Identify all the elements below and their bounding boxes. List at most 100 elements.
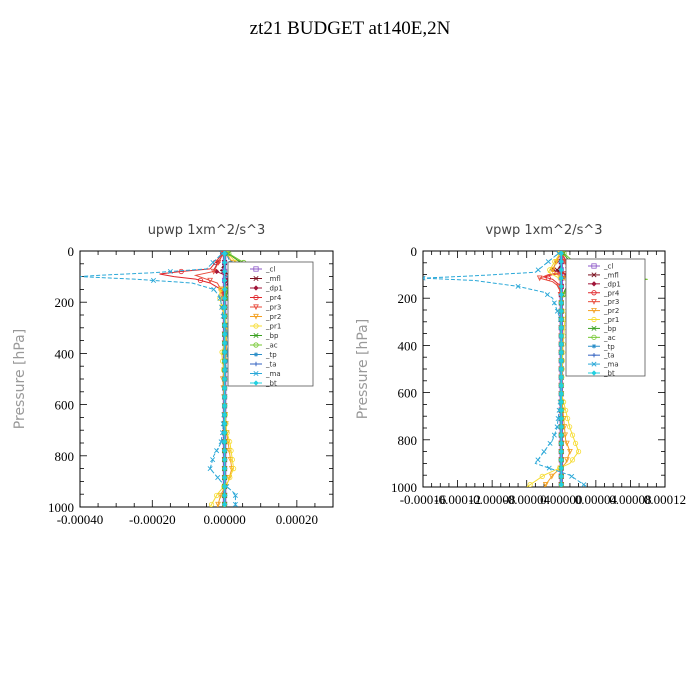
series-marker-pr1: [569, 432, 576, 438]
series-marker-bt: [221, 457, 228, 463]
series-marker-ma: [554, 308, 560, 314]
series-marker-bt: [558, 374, 564, 380]
legend-label: _cl: [603, 263, 613, 271]
series-marker-bt: [558, 457, 564, 463]
legend-marker: [253, 370, 259, 377]
legend-marker: [253, 294, 259, 301]
series-marker-ma: [211, 286, 217, 292]
series-marker-bt: [558, 465, 564, 471]
x-tick-label: 0.00000: [203, 512, 245, 527]
series-marker-bt: [221, 277, 228, 284]
legend-marker: [591, 352, 597, 358]
legend-marker: [253, 285, 259, 291]
legend-label: _ma: [265, 370, 281, 378]
series-marker-bt: [221, 465, 228, 472]
series-marker-ma: [167, 268, 173, 274]
legend-marker: [253, 275, 259, 282]
legend-marker: [591, 325, 597, 331]
series-marker-pr1: [228, 448, 234, 454]
series-marker-ma: [581, 482, 587, 487]
series-marker-pr2: [215, 501, 221, 507]
legend-marker: [253, 304, 259, 311]
series-marker-bt: [221, 492, 228, 499]
series-marker-pr1: [227, 474, 233, 481]
series-marker-bt: [221, 251, 228, 257]
series-marker-bt: [558, 440, 564, 446]
series-marker-pr2: [562, 432, 569, 439]
y-tick-label: 600: [398, 386, 418, 401]
series-marker-bt: [221, 448, 228, 454]
series-marker-pr1: [572, 440, 579, 446]
series-marker-bt: [558, 349, 564, 356]
y-tick-label: 200: [398, 291, 418, 306]
series-marker-bt: [558, 267, 564, 273]
series-marker-pr2: [549, 267, 556, 273]
legend-marker: [591, 316, 597, 323]
series-marker-bt: [221, 367, 228, 373]
series-marker-pr3: [210, 268, 217, 275]
series-marker-bt: [558, 258, 564, 265]
y-axis-label: Pressure [hPa]: [355, 319, 371, 419]
legend-label: _ac: [603, 334, 616, 342]
panel-1: upwp 1xm^2/s^3 Pressure [hPa] 0 200 400 600 80…: [12, 223, 334, 527]
x-tick-label: -0.00040: [57, 512, 104, 527]
series-marker-ma: [210, 457, 216, 463]
series-marker-ma: [535, 457, 541, 463]
panel-title: vpwp 1xm^2/s^3: [485, 223, 602, 238]
legend-label: _tp: [603, 343, 615, 351]
legend-label: _pr3: [603, 298, 619, 306]
legend-label: _mfl: [603, 271, 619, 279]
series-marker-pr1: [527, 482, 533, 487]
legend-marker: [591, 307, 597, 314]
legend-marker: [591, 344, 597, 349]
y-tick-label: 1000: [48, 500, 74, 515]
series-marker-pr1: [231, 465, 237, 472]
series-marker-bt: [558, 358, 564, 364]
series-marker-pr1: [229, 457, 235, 463]
series-marker-ma: [535, 267, 541, 273]
series-marker-ma: [207, 466, 213, 472]
legend: _cl_mfl_dp1_pr4_pr3_pr2_pr1_bp_ac_tp_ta_…: [227, 261, 314, 388]
series-marker-ma: [232, 501, 238, 507]
series-marker-bt: [221, 322, 228, 328]
series-marker-pr1: [539, 473, 545, 479]
legend-marker: [253, 323, 259, 329]
legend-label: _ta: [265, 361, 277, 369]
series-marker-pr1: [565, 415, 571, 422]
series-marker-ma: [546, 465, 552, 471]
series-marker-bt: [221, 501, 228, 507]
x-tick-label: 0.00012: [644, 492, 686, 507]
series-marker-pr1: [575, 448, 582, 455]
series-marker-bt: [558, 341, 564, 347]
series-marker-bt: [221, 340, 228, 346]
panel-2: vpwp 1xm^2/s^3 Pressure [hPa] 0 200 400 600 80…: [355, 223, 686, 507]
series-marker-bt: [221, 394, 228, 400]
series-marker-pr1: [569, 457, 576, 463]
legend-marker: [591, 361, 597, 367]
y-tick-label: 600: [55, 398, 75, 413]
series-marker-ma: [551, 300, 557, 306]
series-marker-bt: [558, 292, 564, 298]
series-marker-bt: [221, 358, 228, 364]
legend-marker: [253, 380, 259, 386]
series-marker-ma: [232, 492, 238, 498]
series-marker-bt: [558, 482, 564, 487]
series-group: [80, 251, 276, 507]
series-marker-bt: [221, 268, 228, 275]
series-marker-pr4: [178, 268, 184, 275]
series-marker-bt: [558, 308, 564, 314]
series-marker-bt: [558, 333, 564, 339]
legend-label: _bt: [603, 370, 615, 378]
series-marker-pr2: [217, 492, 224, 499]
y-tick-label: 400: [398, 338, 418, 353]
series-marker-ma: [423, 275, 426, 281]
series-marker-bt: [558, 325, 564, 331]
series-marker-pr3: [536, 275, 543, 282]
series-marker-pr3: [207, 277, 213, 284]
series-marker-pr1: [567, 424, 573, 430]
legend-marker: [253, 352, 259, 357]
x-tick-label: 0.00004: [575, 492, 618, 507]
series-marker-bt: [558, 473, 564, 480]
series-marker-bt: [558, 275, 564, 281]
legend-label: _pr2: [265, 313, 281, 321]
